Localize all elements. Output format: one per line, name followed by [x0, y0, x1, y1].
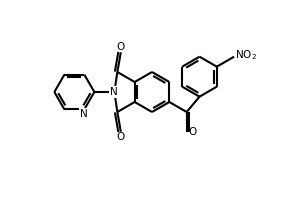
Text: O: O	[117, 132, 125, 142]
Text: O: O	[189, 127, 197, 137]
Text: N: N	[110, 87, 118, 97]
Text: N: N	[80, 109, 88, 119]
Text: NO$_2$: NO$_2$	[235, 48, 257, 62]
Text: O: O	[117, 42, 125, 52]
